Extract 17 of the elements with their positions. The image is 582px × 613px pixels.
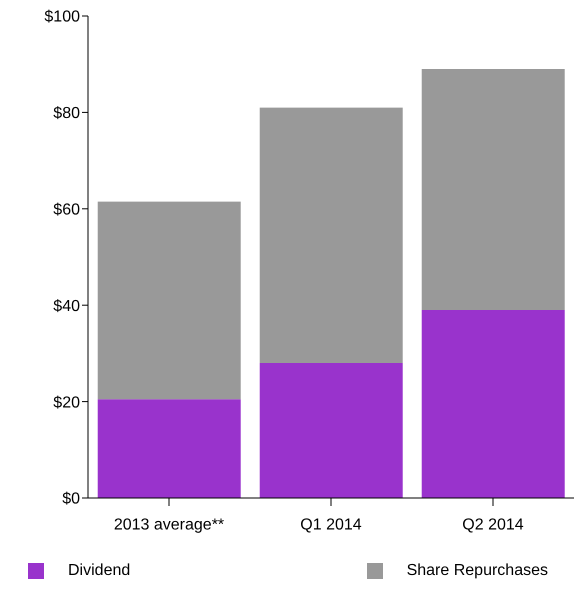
legend-label: Share Repurchases (406, 562, 548, 580)
x-tick-label: 2013 average** (114, 516, 224, 534)
x-tick-label: Q2 2014 (462, 516, 524, 534)
bar (422, 310, 565, 498)
bar (98, 399, 241, 498)
y-tick-label: $60 (53, 201, 80, 218)
bar (260, 363, 403, 498)
legend-label: Dividend (68, 562, 130, 580)
y-tick-label: $100 (44, 8, 80, 26)
y-tick-label: $80 (53, 105, 80, 122)
y-tick-label: $40 (53, 298, 80, 315)
bar (422, 69, 565, 310)
y-tick-label: $20 (53, 394, 80, 412)
bar (260, 108, 403, 364)
y-tick-label: $0 (62, 490, 80, 508)
bar (98, 202, 241, 400)
x-tick-label: Q1 2014 (300, 516, 362, 534)
